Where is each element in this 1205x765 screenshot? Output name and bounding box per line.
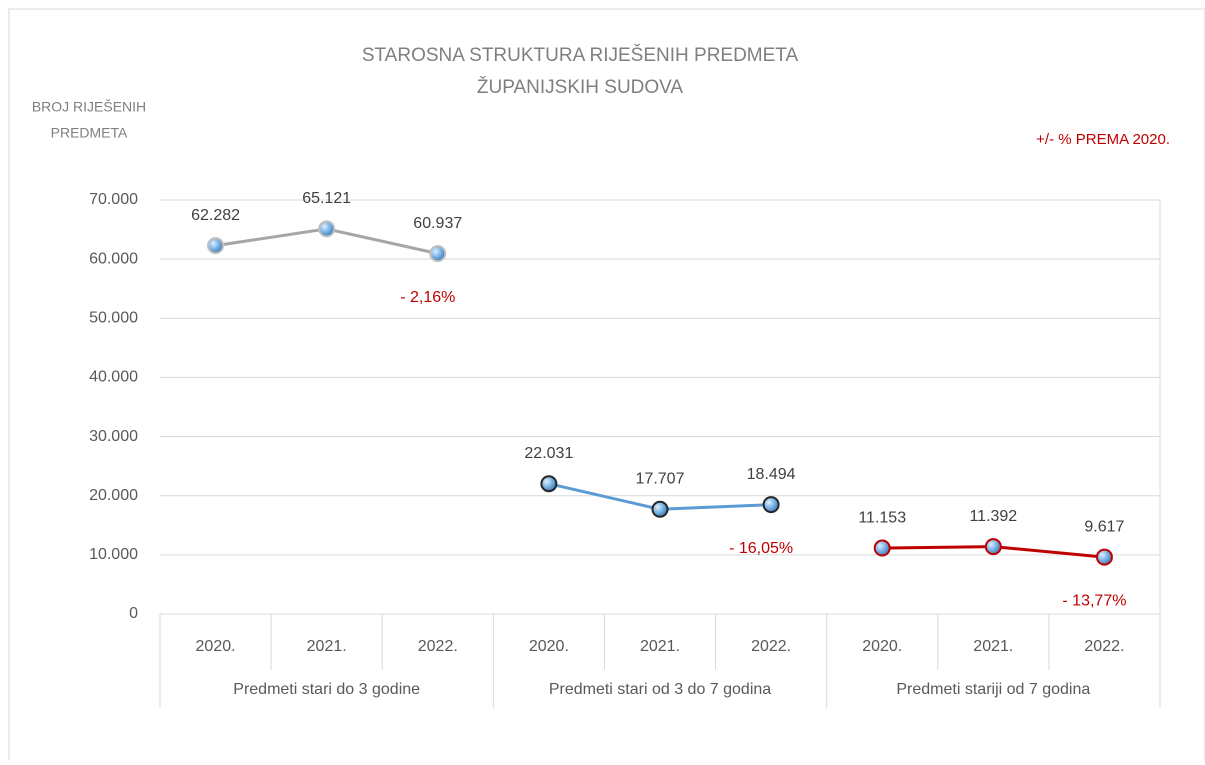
x-tick-label: 2021. (307, 638, 347, 655)
x-tick-label: 2020. (196, 638, 236, 655)
chart-title: ŽUPANIJSKIH SUDOVA (477, 76, 684, 98)
x-tick-label: 2021. (640, 638, 680, 655)
y-tick-label: 50.000 (89, 310, 138, 327)
y-tick-label: 60.000 (89, 250, 138, 267)
marker (429, 245, 447, 263)
x-tick-label: 2022. (1084, 638, 1124, 655)
y-tick-label: 30.000 (89, 428, 138, 445)
data-label: 18.494 (747, 466, 796, 483)
chart-frame (8, 8, 1205, 765)
y-tick-label: 20.000 (89, 487, 138, 504)
axis-label: PREDMETA (51, 125, 128, 141)
change-label: - 13,77% (1062, 592, 1126, 609)
x-tick-label: 2022. (418, 638, 458, 655)
data-label: 22.031 (524, 445, 573, 462)
marker (651, 500, 669, 518)
x-tick-label: 2020. (529, 638, 569, 655)
marker (540, 475, 558, 493)
y-tick-label: 0 (129, 605, 138, 622)
data-label: 9.617 (1084, 518, 1124, 535)
marker (1095, 548, 1113, 566)
data-label: 60.937 (413, 215, 462, 232)
axis-label: BROJ RIJEŠENIH (32, 99, 146, 115)
group-label: Predmeti stari do 3 godine (233, 681, 420, 698)
x-tick-label: 2020. (862, 638, 902, 655)
data-label: 11.392 (969, 508, 1017, 525)
marker (873, 539, 891, 557)
x-tick-label: 2022. (751, 638, 791, 655)
marker (984, 538, 1002, 556)
x-tick-label: 2021. (973, 638, 1013, 655)
y-tick-label: 10.000 (89, 546, 138, 563)
change-label: - 16,05% (729, 540, 793, 557)
data-label: 65.121 (302, 190, 351, 207)
chart-title: STAROSNA STRUKTURA RIJEŠENIH PREDMETA (362, 44, 799, 66)
group-label: Predmeti stari od 3 do 7 godina (549, 681, 771, 698)
group-label: Predmeti stariji od 7 godina (896, 681, 1090, 698)
annotation: +/- % PREMA 2020. (1036, 131, 1170, 148)
y-tick-label: 40.000 (89, 369, 138, 386)
data-label: 11.153 (858, 509, 906, 526)
marker (207, 237, 225, 255)
data-label: 62.282 (191, 207, 240, 224)
y-tick-label: 70.000 (89, 191, 138, 208)
marker (762, 496, 780, 514)
marker (318, 220, 336, 238)
data-label: 17.707 (636, 470, 685, 487)
change-label: - 2,16% (400, 289, 455, 306)
